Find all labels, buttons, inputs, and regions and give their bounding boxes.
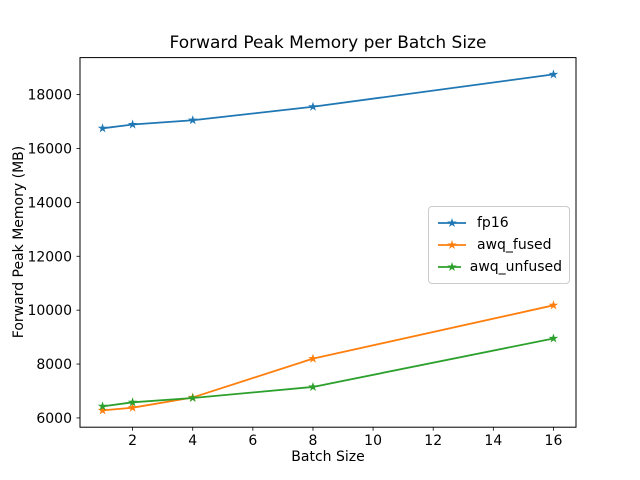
data-point-marker-awq_unfused [97, 401, 108, 411]
y-tick-label: 14000 [27, 195, 72, 211]
legend-item-awq-unfused: awq_unfused [436, 256, 562, 278]
x-tick-label: 16 [545, 433, 563, 449]
x-tick-label: 14 [484, 433, 502, 449]
y-axis-label: Forward Peak Memory (MB) [11, 146, 27, 338]
data-point-marker-fp16 [548, 69, 559, 79]
data-point-marker-awq_unfused [127, 397, 138, 407]
chart-title: Forward Peak Memory per Batch Size [170, 33, 487, 53]
data-point-marker-fp16 [127, 119, 138, 129]
data-point-marker-fp16 [187, 115, 198, 125]
y-tick-label: 10000 [27, 303, 72, 319]
data-point-marker-awq_fused [308, 353, 318, 363]
y-tick-label: 6000 [36, 411, 72, 427]
x-tick-label: 12 [424, 433, 442, 449]
legend-label-awq-unfused: awq_unfused [469, 259, 562, 275]
data-point-marker-fp16 [97, 123, 108, 133]
x-tick-label: 2 [128, 433, 137, 449]
legend-item-awq-fused: awq_fused [436, 234, 562, 256]
series-line-fp16 [101, 73, 555, 130]
legend-item-fp16: fp16 [436, 212, 562, 234]
x-tick-label: 6 [248, 433, 257, 449]
star-marker-icon [447, 262, 457, 272]
data-point-marker-awq_unfused [187, 392, 198, 403]
y-axis-ticks: 6000 8000 10000 12000 14000 16000 18000 [27, 88, 80, 427]
series-line-awq_unfused [101, 337, 555, 408]
x-tick-label: 4 [188, 433, 197, 449]
legend-label-awq-fused: awq_fused [477, 237, 552, 253]
y-tick-label: 12000 [27, 249, 72, 265]
x-axis-label: Batch Size [291, 449, 364, 465]
y-tick-label: 18000 [27, 88, 72, 104]
series-line-awq_fused [101, 304, 555, 412]
data-point-marker-awq_fused [127, 402, 138, 412]
data-point-marker-awq_unfused [308, 381, 318, 391]
x-tick-label: 8 [309, 433, 318, 449]
star-marker-icon [447, 240, 457, 250]
y-tick-label: 16000 [27, 142, 72, 158]
data-point-marker-fp16 [308, 101, 318, 111]
y-tick-label: 8000 [36, 357, 72, 373]
plot-area-border [79, 57, 577, 428]
legend: fp16 awq_fused awq_unfused [428, 206, 570, 284]
x-axis-ticks: 2 4 6 8 10 12 14 16 [128, 427, 562, 449]
legend-line-sample-awq-unfused [438, 262, 461, 272]
legend-line-sample-fp16 [438, 218, 466, 228]
data-point-marker-awq_unfused [548, 333, 559, 343]
data-point-marker-awq_fused [548, 300, 559, 310]
legend-label-fp16: fp16 [477, 215, 509, 231]
data-point-marker-awq_fused [97, 405, 108, 415]
x-tick-label: 10 [364, 433, 382, 449]
chart-series [97, 69, 559, 415]
star-marker-icon [447, 218, 457, 228]
legend-line-sample-awq-fused [438, 240, 466, 250]
